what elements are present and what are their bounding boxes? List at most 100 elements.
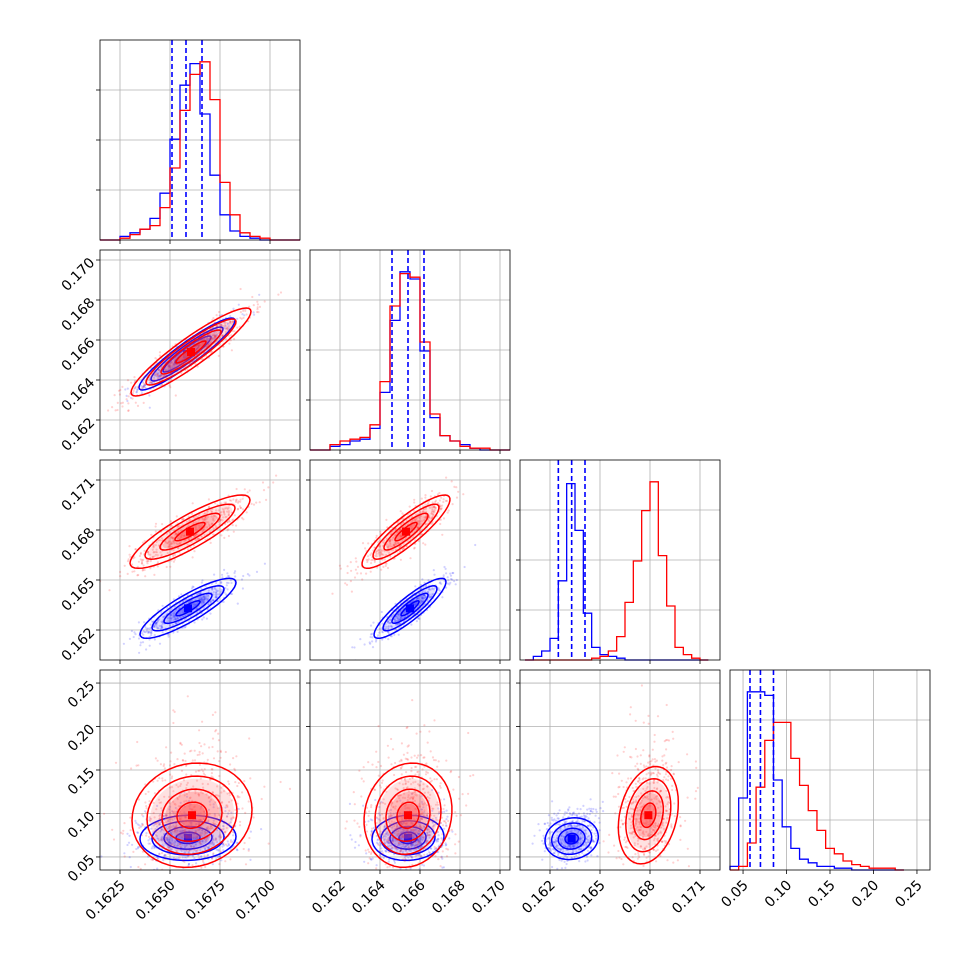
scatter-point-red xyxy=(219,511,222,514)
scatter-point-blue xyxy=(185,614,188,617)
scatter-point-blue xyxy=(414,829,417,832)
peak-marker-red xyxy=(188,811,196,820)
scatter-point-red xyxy=(245,511,248,514)
scatter-point-red xyxy=(183,752,186,755)
scatter-point-blue xyxy=(211,843,214,846)
scatter-point-blue xyxy=(409,849,412,853)
scatter-point-red xyxy=(207,505,211,508)
scatter-point-blue xyxy=(435,840,438,843)
scatter-point-red xyxy=(228,800,231,804)
scatter-point-red xyxy=(424,522,427,526)
scatter-point-blue xyxy=(398,622,401,626)
scatter-point-blue xyxy=(426,831,429,835)
scatter-point-red xyxy=(219,829,222,832)
scatter-point-blue xyxy=(446,815,449,818)
scatter-point-red xyxy=(144,863,147,866)
scatter-point-red xyxy=(434,500,437,504)
scatter-point-red xyxy=(212,519,215,522)
scatter-point-red xyxy=(138,826,141,830)
scatter-point-red xyxy=(162,375,166,378)
scatter-point-red xyxy=(208,337,211,340)
scatter-point-red xyxy=(200,866,203,870)
scatter-point-red xyxy=(221,801,224,804)
scatter-point-blue xyxy=(410,792,413,795)
scatter-point-red xyxy=(212,821,215,825)
scatter-point-blue xyxy=(168,838,171,842)
scatter-point-red xyxy=(168,846,171,849)
scatter-point-red xyxy=(148,870,150,872)
scatter-point-blue xyxy=(159,627,162,630)
scatter-point-red xyxy=(144,575,147,578)
scatter-point-blue xyxy=(391,837,394,840)
scatter-point-blue xyxy=(389,808,393,812)
scatter-point-red xyxy=(173,710,176,714)
scatter-point-red xyxy=(152,386,155,389)
scatter-point-blue xyxy=(161,839,164,842)
scatter-point-red xyxy=(129,555,132,559)
scatter-point-red xyxy=(219,518,222,521)
scatter-point-red xyxy=(241,508,244,511)
scatter-point-blue xyxy=(253,313,256,316)
scatter-point-blue xyxy=(393,618,396,621)
scatter-point-red xyxy=(213,335,217,338)
scatter-point-red xyxy=(389,555,392,558)
scatter-point-blue xyxy=(201,601,204,604)
scatter-point-red xyxy=(186,781,189,785)
scatter-point-red xyxy=(216,750,219,753)
scatter-point-blue xyxy=(389,622,392,625)
scatter-point-blue xyxy=(200,597,203,600)
scatter-point-blue xyxy=(209,612,212,615)
scatter-point-red xyxy=(228,327,232,330)
scatter-point-red xyxy=(173,802,176,805)
scatter-point-blue xyxy=(165,620,168,623)
scatter-point-red xyxy=(408,505,411,508)
scatter-point-blue xyxy=(203,597,206,600)
scatter-point-red xyxy=(157,377,160,380)
panel-content xyxy=(100,695,292,874)
scatter-point-blue xyxy=(167,846,170,849)
scatter-point-red xyxy=(113,872,115,874)
scatter-point-blue xyxy=(143,630,146,634)
scatter-point-red xyxy=(231,524,234,527)
scatter-point-red xyxy=(184,360,188,363)
scatter-point-red xyxy=(214,515,217,518)
scatter-point-red xyxy=(413,498,416,501)
scatter-point-red xyxy=(369,553,372,557)
scatter-point-blue xyxy=(159,823,162,826)
scatter-point-blue xyxy=(142,385,145,388)
scatter-point-red xyxy=(164,858,167,861)
scatter-point-blue xyxy=(405,855,408,858)
scatter-point-blue xyxy=(156,373,159,376)
scatter-point-red xyxy=(209,509,212,512)
scatter-point-blue xyxy=(212,593,215,596)
scatter-point-red xyxy=(217,739,220,742)
scatter-point-red xyxy=(196,753,199,757)
scatter-point-red xyxy=(234,499,238,502)
scatter-point-blue xyxy=(162,844,165,847)
scatter-point-red xyxy=(146,560,149,563)
scatter-point-red xyxy=(424,543,427,546)
scatter-point-red xyxy=(262,489,266,492)
scatter-point-blue xyxy=(174,617,177,620)
panel-frame xyxy=(99,459,301,661)
scatter-point-red xyxy=(171,536,174,540)
scatter-point-red xyxy=(139,552,142,556)
scatter-point-red xyxy=(203,332,206,335)
scatter-point-red xyxy=(178,842,181,845)
scatter-point-red xyxy=(398,529,401,532)
scatter-point-red xyxy=(218,795,221,798)
scatter-point-red xyxy=(212,317,215,320)
scatter-point-red xyxy=(261,481,265,484)
scatter-point-red xyxy=(205,839,208,842)
scatter-point-red xyxy=(143,383,147,386)
scatter-point-red xyxy=(279,291,283,294)
scatter-point-red xyxy=(223,512,226,515)
scatter-point-red xyxy=(201,529,205,533)
scatter-point-red xyxy=(156,374,159,377)
scatter-point-blue xyxy=(152,376,156,379)
scatter-point-blue xyxy=(173,362,176,366)
scatter-point-blue xyxy=(161,621,164,624)
scatter-point-blue xyxy=(417,604,420,608)
scatter-point-red xyxy=(152,801,155,805)
